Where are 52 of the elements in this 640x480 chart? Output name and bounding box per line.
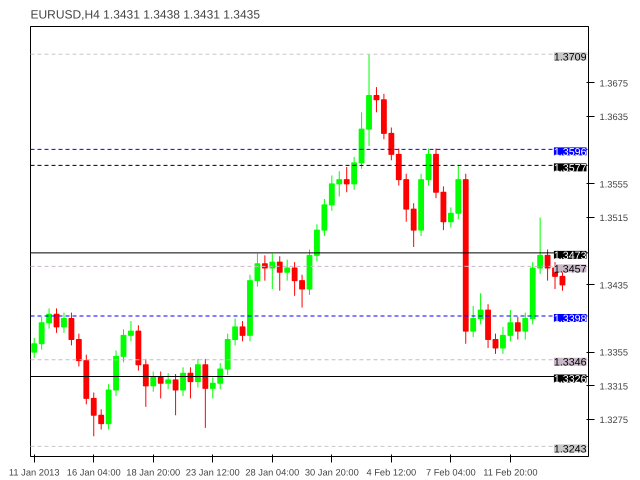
ref-line-label: 1.3398 [554, 312, 587, 325]
candlestick [344, 166, 350, 193]
candlestick [61, 312, 67, 334]
candlestick [336, 170, 342, 197]
candlestick [150, 371, 156, 392]
ref-line-label: 1.3596 [554, 146, 587, 158]
x-tick-label: 11 Jan 2013 [8, 468, 60, 478]
ref-line-label: 1.3577 [554, 162, 587, 174]
ref-line-label: 1.3709 [554, 51, 587, 64]
y-tick-label: 1.3515 [600, 213, 628, 224]
candlestick [328, 174, 335, 212]
ref-line-label: 1.3346 [554, 356, 587, 369]
ref-line-label: 1.3473 [554, 250, 587, 262]
y-tick-label: 1.3435 [600, 280, 628, 290]
ref-line-label: 1.3326 [554, 374, 587, 386]
chart-title: EURUSD,H4 1.3431 1.3438 1.3431 1.3435 [30, 8, 260, 22]
candlestick [544, 248, 550, 282]
x-tick-label: 23 Jan 12:00 [186, 468, 240, 478]
y-tick-label: 1.3675 [600, 78, 628, 88]
x-tick-label: 16 Jan 04:00 [66, 468, 121, 478]
candlestick [210, 376, 216, 399]
candlestick [165, 372, 172, 390]
x-tick-label: 18 Jan 20:00 [126, 468, 180, 478]
candlestick [514, 316, 521, 340]
candlestick [276, 256, 283, 292]
y-tick-label: 1.3275 [600, 414, 628, 425]
ref-line-label: 1.3457 [554, 263, 587, 276]
candlestick [31, 337, 38, 359]
ref-line-label: 1.3243 [554, 443, 587, 456]
candlestick [158, 371, 164, 399]
candlestick [240, 320, 246, 342]
candlestick [172, 374, 178, 416]
x-tick-label: 4 Feb 12:00 [366, 468, 416, 478]
x-tick-label: 30 Jan 20:00 [304, 468, 359, 478]
candlestick [284, 259, 290, 282]
y-tick-label: 1.3635 [600, 112, 628, 122]
y-tick-label: 1.3315 [600, 381, 628, 392]
y-tick-label: 1.3355 [600, 348, 628, 358]
candlestick [90, 392, 97, 437]
candlestick [202, 358, 208, 428]
candlestick [194, 358, 201, 388]
candlestick [98, 408, 104, 430]
candlestick [269, 253, 276, 290]
candlestick [188, 366, 194, 399]
y-tick-label: 1.3555 [600, 179, 628, 190]
candlestick [448, 206, 454, 228]
candlestick [54, 308, 60, 334]
candlestick [180, 366, 186, 396]
x-tick-label: 28 Jan 04:00 [245, 468, 300, 478]
x-tick-label: 7 Feb 04:00 [426, 468, 476, 478]
x-tick-label: 11 Feb 20:00 [483, 468, 538, 478]
candlestick [522, 312, 528, 340]
